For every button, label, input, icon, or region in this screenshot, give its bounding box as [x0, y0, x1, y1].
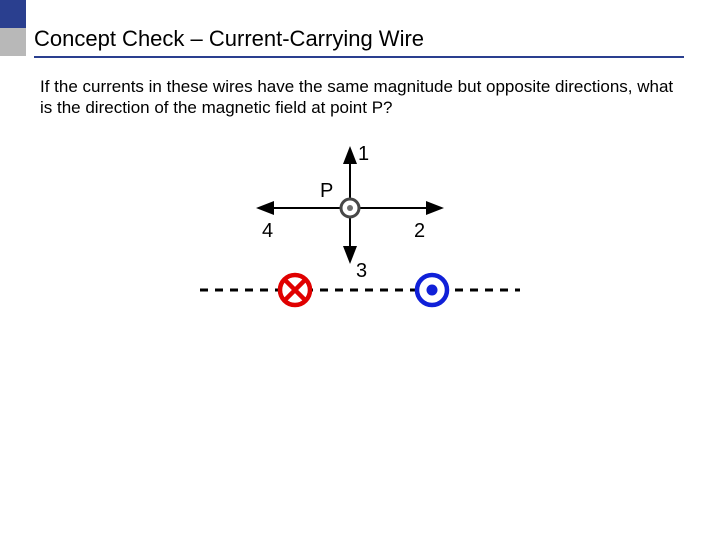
- label-2: 2: [414, 220, 425, 243]
- slide: Concept Check – Current-Carrying Wire If…: [0, 0, 720, 540]
- wire-out-dot: [427, 285, 438, 296]
- question-text: If the currents in these wires have the …: [40, 76, 680, 119]
- title-rule: [34, 56, 684, 58]
- label-4: 4: [262, 220, 273, 243]
- label-3: 3: [356, 260, 367, 283]
- page-title: Concept Check – Current-Carrying Wire: [34, 26, 424, 52]
- diagram-area: 1 2 3 4 P: [180, 140, 540, 340]
- accent-bar: [0, 0, 26, 56]
- accent-bottom: [0, 28, 26, 56]
- label-1: 1: [358, 143, 369, 166]
- point-p-inner: [347, 205, 353, 211]
- diagram-svg: [180, 140, 540, 340]
- accent-top: [0, 0, 26, 28]
- label-p: P: [320, 180, 333, 203]
